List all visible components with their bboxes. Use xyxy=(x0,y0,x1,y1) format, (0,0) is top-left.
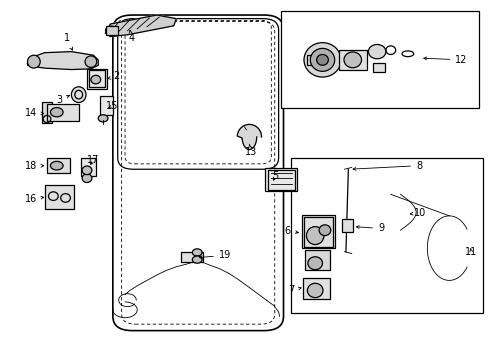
Ellipse shape xyxy=(343,52,361,68)
Ellipse shape xyxy=(192,249,202,256)
Ellipse shape xyxy=(310,48,334,71)
Ellipse shape xyxy=(85,56,97,67)
Text: 15: 15 xyxy=(105,102,118,112)
Text: 8: 8 xyxy=(352,161,421,171)
Bar xyxy=(42,102,52,123)
Bar xyxy=(87,69,107,89)
Ellipse shape xyxy=(27,55,40,68)
FancyBboxPatch shape xyxy=(113,15,283,330)
Text: 11: 11 xyxy=(464,247,476,257)
Text: 10: 10 xyxy=(409,208,426,218)
Bar xyxy=(305,250,329,270)
Polygon shape xyxy=(27,51,98,69)
Text: 16: 16 xyxy=(25,194,43,204)
Text: 6: 6 xyxy=(284,226,298,236)
Bar xyxy=(100,96,113,116)
Bar xyxy=(302,215,334,248)
Ellipse shape xyxy=(367,44,385,59)
Text: 4: 4 xyxy=(128,30,134,43)
Ellipse shape xyxy=(306,226,324,244)
Bar xyxy=(89,70,105,87)
Ellipse shape xyxy=(307,257,322,270)
Text: 5: 5 xyxy=(271,171,278,181)
Ellipse shape xyxy=(307,283,323,298)
Bar xyxy=(338,50,366,69)
Ellipse shape xyxy=(105,26,117,35)
Text: 17: 17 xyxy=(87,155,100,165)
Polygon shape xyxy=(237,125,261,149)
Polygon shape xyxy=(105,15,176,37)
Bar xyxy=(105,26,118,35)
Ellipse shape xyxy=(98,115,108,122)
Ellipse shape xyxy=(316,54,328,65)
Text: 14: 14 xyxy=(25,108,43,118)
Bar xyxy=(281,12,478,108)
Ellipse shape xyxy=(71,87,86,103)
Bar xyxy=(290,158,483,313)
Bar xyxy=(81,158,96,176)
Bar xyxy=(372,63,384,72)
Ellipse shape xyxy=(50,108,63,117)
Text: 2: 2 xyxy=(107,71,120,81)
Bar xyxy=(181,252,203,262)
Text: 3: 3 xyxy=(56,95,69,105)
Bar xyxy=(306,55,316,65)
Ellipse shape xyxy=(50,161,63,170)
Ellipse shape xyxy=(192,256,202,263)
Bar xyxy=(265,168,297,192)
Ellipse shape xyxy=(304,42,340,77)
Text: 1: 1 xyxy=(63,33,72,50)
Bar xyxy=(44,185,74,210)
Text: 13: 13 xyxy=(244,144,256,157)
Bar xyxy=(47,158,70,173)
Bar xyxy=(303,278,329,299)
Ellipse shape xyxy=(82,174,92,183)
Ellipse shape xyxy=(319,225,330,235)
Text: 19: 19 xyxy=(199,250,231,260)
Ellipse shape xyxy=(91,75,101,84)
Bar xyxy=(341,220,352,232)
Ellipse shape xyxy=(82,166,92,175)
Text: 12: 12 xyxy=(423,55,467,65)
Text: 9: 9 xyxy=(356,224,383,233)
Bar xyxy=(304,217,332,247)
Text: 7: 7 xyxy=(288,285,301,295)
Bar xyxy=(47,104,79,121)
Text: 18: 18 xyxy=(25,161,43,171)
Bar xyxy=(267,170,294,190)
